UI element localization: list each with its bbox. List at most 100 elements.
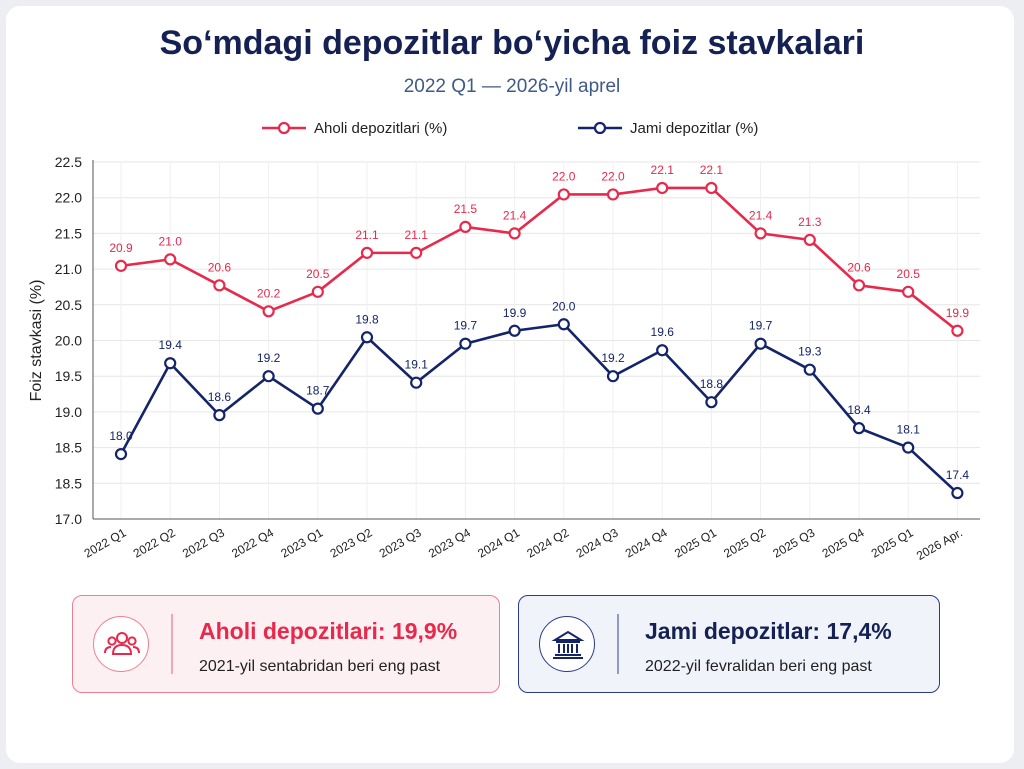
data-point (311, 402, 324, 415)
data-point (213, 279, 226, 292)
y-tick-label: 19.5 (55, 368, 82, 384)
data-label: 18.8 (700, 377, 724, 391)
y-tick-label: 18.5 (55, 475, 82, 491)
data-label: 19.4 (159, 338, 183, 352)
data-label: 20.5 (897, 267, 921, 281)
data-point (360, 246, 374, 259)
data-label: 21.5 (454, 202, 478, 216)
data-point (902, 285, 915, 298)
data-label: 21.1 (405, 228, 429, 242)
x-tick-label: 2022 Q4 (229, 525, 276, 560)
card-title: Jami depozitlar: 17,4% (645, 618, 892, 644)
people-icon (93, 616, 149, 672)
data-label: 22.1 (651, 163, 675, 177)
legend-label: Aholi depozitlari (%) (314, 120, 447, 137)
data-point (410, 246, 423, 259)
data-label: 20.9 (109, 241, 133, 255)
data-label: 19.2 (257, 351, 281, 365)
data-point (459, 337, 472, 350)
x-tick-label: 2024 Q1 (475, 525, 522, 560)
y-tick-label: 20.0 (55, 333, 82, 349)
y-tick-label: 21.0 (55, 261, 82, 277)
data-label: 17.4 (946, 468, 970, 482)
summary-card-jami: Jami depozitlar: 17,4% 2022-yil fevralid… (518, 595, 940, 693)
data-label: 19.1 (405, 358, 429, 372)
data-point (951, 324, 964, 337)
chart-title: So‘mdagi depozitlar bo‘yicha foiz stavka… (159, 24, 865, 62)
data-point (557, 318, 570, 331)
data-point (656, 181, 669, 195)
line-chart: 22.5 22.0 21.5 21.0 20.5 20.0 19.5 19.0 18.5 18.5… (28, 120, 980, 563)
data-point (508, 324, 521, 337)
data-point (164, 357, 177, 370)
x-tick-label: 2023 Q4 (426, 525, 473, 560)
y-tick-label: 20.5 (55, 297, 82, 313)
data-point (803, 363, 816, 376)
legend-marker (277, 121, 291, 135)
y-tick-label: 22.0 (55, 190, 82, 206)
data-point (114, 259, 128, 272)
data-point (557, 188, 570, 201)
data-label: 19.9 (946, 306, 970, 320)
bank-icon (539, 616, 595, 672)
data-label: 20.6 (208, 260, 232, 274)
y-tick-label: 22.5 (55, 154, 82, 170)
data-point (311, 285, 324, 298)
card-title: Aholi depozitlari: 19,9% (199, 618, 458, 644)
y-tick-label: 21.5 (55, 225, 82, 241)
data-label: 19.2 (601, 351, 625, 365)
data-label: 21.3 (798, 215, 822, 229)
data-label: 18.0 (109, 429, 133, 443)
legend-label: Jami depozitlar (%) (630, 120, 758, 137)
series-line (120, 186, 959, 332)
data-label: 22.1 (700, 163, 724, 177)
data-label: 18.1 (897, 423, 921, 437)
x-tick-label: 2025 Q2 (721, 525, 768, 560)
data-point (902, 441, 915, 454)
data-point (656, 344, 669, 357)
data-label: 20.2 (257, 286, 281, 300)
data-label: 21.1 (355, 228, 379, 242)
data-label: 19.9 (503, 306, 527, 320)
x-tick-label: 2024 Q4 (623, 525, 670, 560)
summary-card-aholi: Aholi depozitlari: 19,9% 2021-yil sentab… (72, 595, 500, 693)
data-point (606, 188, 620, 201)
x-tick-label: 2024 Q2 (524, 525, 571, 560)
data-point (606, 370, 620, 383)
data-label: 18.4 (847, 403, 871, 417)
y-tick-label: 19.0 (55, 404, 82, 420)
data-point (951, 486, 964, 500)
data-label: 22.0 (552, 169, 576, 183)
data-point (754, 227, 767, 240)
data-point (114, 447, 128, 461)
series-line (119, 322, 959, 494)
data-point (754, 337, 767, 350)
data-point (705, 396, 718, 409)
x-tick-label: 2022 Q1 (82, 525, 129, 560)
data-point (213, 409, 226, 422)
x-tick-label: 2025 Q1 (869, 525, 916, 560)
x-tick-label: 2024 Q3 (574, 525, 621, 560)
x-tick-label: 2022 Q2 (131, 525, 178, 560)
y-tick-label: 17.0 (55, 511, 82, 527)
x-tick-label: 2023 Q2 (328, 525, 375, 560)
data-label: 20.0 (552, 299, 576, 313)
data-point (705, 181, 718, 195)
data-label: 19.6 (651, 325, 675, 339)
y-axis-label: Foiz stavkasi (%) (28, 280, 45, 402)
data-point (508, 227, 521, 240)
x-tick-label: 2023 Q3 (377, 525, 424, 560)
data-label: 20.5 (306, 267, 330, 281)
y-tick-label: 18.5 (55, 440, 82, 456)
data-point (262, 370, 275, 383)
data-label: 21.4 (503, 208, 527, 222)
x-tick-label: 2025 Q1 (672, 525, 719, 560)
card-subtitle: 2022-yil fevralidan beri eng past (645, 658, 872, 675)
data-point (164, 253, 177, 266)
data-point (410, 376, 423, 389)
x-tick-label: 2025 Q4 (820, 525, 867, 560)
data-label: 18.7 (306, 384, 330, 398)
data-label: 19.7 (454, 319, 478, 333)
data-point (459, 220, 472, 234)
data-label: 19.3 (798, 345, 822, 359)
